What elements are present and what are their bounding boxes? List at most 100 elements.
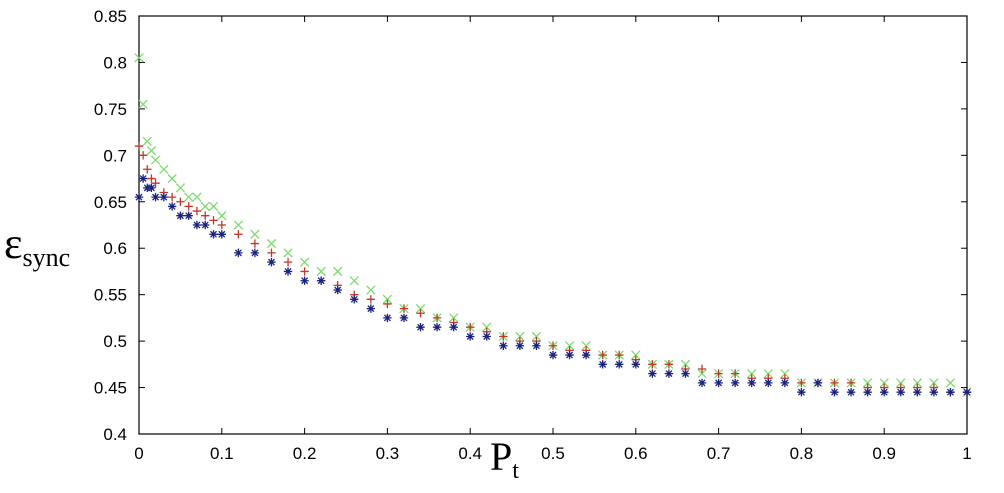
series-1-point (945, 378, 956, 388)
series-2-point (499, 332, 508, 341)
series-3-point (167, 202, 177, 211)
series-2-point (192, 206, 202, 216)
series-2-point (143, 165, 152, 174)
x-tick-label: 0.9 (872, 444, 896, 463)
series-3-point (399, 313, 409, 323)
series-3-point (896, 388, 905, 397)
series-2-point (432, 313, 442, 323)
series-2-point (267, 248, 276, 258)
y-axis-title-subscript: sync (22, 243, 70, 272)
series-2-point (846, 378, 856, 388)
y-tick-label: 0.65 (94, 193, 127, 212)
series-1-point (175, 183, 186, 193)
series-3-point (664, 369, 674, 378)
series-2-point (383, 299, 392, 309)
series-3-point (267, 257, 276, 267)
x-tick-label: 0.5 (541, 444, 565, 463)
x-tick-label: 0.3 (376, 444, 400, 463)
series-1-point (138, 99, 148, 109)
series-2-point (134, 141, 144, 151)
series-3-point (283, 267, 293, 276)
series-3-point (201, 220, 210, 230)
series-1-point (581, 341, 591, 351)
series-1-point (631, 350, 641, 360)
series-3-point (499, 341, 508, 350)
series-2-point (399, 304, 409, 313)
series-3-point (176, 211, 185, 220)
series-3-point (913, 388, 922, 397)
series-layer (134, 53, 972, 397)
series-2-point (176, 197, 185, 206)
series-3-point (631, 360, 640, 369)
series-2-point (217, 220, 226, 230)
series-2-point (151, 179, 160, 188)
x-tick-label: 0.1 (210, 444, 234, 463)
series-1-point (333, 266, 343, 277)
y-tick-label: 0.55 (94, 286, 127, 305)
series-3-point (159, 192, 169, 202)
y-tick-label: 0.45 (94, 379, 127, 398)
x-axis-title-subscript: t (512, 458, 519, 484)
series-2-point (548, 341, 558, 350)
series-1-point (192, 192, 202, 202)
x-tick-label: 0.8 (790, 444, 814, 463)
series-2-point (797, 378, 806, 388)
series-2-point (416, 309, 425, 318)
series-3-point (548, 350, 558, 360)
x-tick-label: 0.7 (707, 444, 731, 463)
series-3-point (383, 313, 392, 323)
series-1-point (697, 368, 707, 379)
series-3-point (333, 285, 342, 295)
series-1-point (482, 322, 492, 332)
series-1-point (233, 220, 244, 230)
series-3-point (565, 350, 574, 360)
x-axis-title-symbol: P (490, 434, 512, 479)
series-2-point (167, 192, 177, 202)
series-2-point (830, 378, 839, 388)
series-3-point (416, 322, 425, 332)
series-3-point (350, 295, 359, 304)
y-tick-label: 0.7 (103, 146, 127, 165)
series-3-point (681, 369, 690, 378)
series-3-point (962, 388, 972, 397)
series-3-point (209, 230, 218, 239)
series-3-point (648, 369, 657, 378)
series-1-point (208, 201, 219, 212)
series-3-point (134, 192, 144, 202)
series-3-point (250, 248, 260, 258)
series-3-point (598, 360, 607, 369)
series-3-point (466, 332, 475, 341)
series-1-point (142, 136, 152, 147)
series-3-point (846, 388, 856, 397)
series-1-point (184, 192, 194, 202)
y-tick-label: 0.8 (103, 53, 127, 72)
y-axis-title-symbol: ε (4, 219, 22, 268)
series-2-point (300, 267, 309, 276)
series-3-point (366, 304, 376, 313)
series-3-point (780, 378, 790, 388)
series-1-point (531, 331, 542, 342)
x-tick-label: 1 (962, 444, 971, 463)
series-3-point (234, 248, 243, 258)
series-3-point (184, 211, 193, 220)
series-1-point (366, 285, 376, 295)
series-3-point (532, 341, 541, 350)
y-tick-label: 0.5 (103, 332, 127, 351)
series-1-point (680, 359, 691, 369)
x-tick-label: 0.2 (293, 444, 317, 463)
series-2-point (598, 350, 607, 360)
series-3 (134, 174, 972, 397)
series-1-point (780, 368, 790, 379)
series-3-point (863, 388, 872, 397)
series-2 (134, 141, 972, 397)
series-2-point (730, 369, 740, 378)
series-2-point (615, 350, 624, 360)
series-3-point (151, 192, 160, 202)
series-1-point (415, 303, 426, 314)
series-1-point (266, 238, 277, 249)
series-1-point (250, 229, 260, 239)
series-3-point (615, 360, 624, 369)
series-3-point (880, 388, 889, 397)
series-3-point (764, 378, 773, 388)
